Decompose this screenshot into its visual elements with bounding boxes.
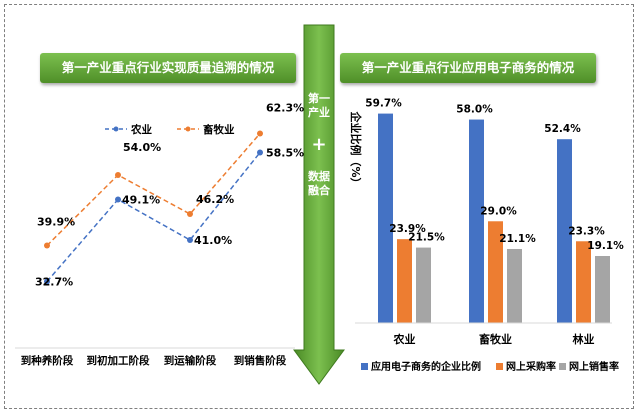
plus-sign: + (311, 134, 327, 155)
center-text-data-fusion: 数据融合 (308, 170, 330, 197)
data-label-s2-2: 54.0% (123, 141, 161, 154)
legend-marker-1 (113, 126, 119, 132)
x-tick-label-3: 林业 (573, 332, 595, 346)
y-axis-title: 企业比例（%） (349, 110, 363, 188)
data-point-s1-1 (44, 278, 50, 285)
data-point-s2-3 (187, 211, 193, 217)
bar-2-3 (576, 241, 591, 323)
bar-1-1 (378, 113, 393, 324)
data-label-s1-4: 58.5% (266, 147, 304, 160)
data-label-s2-1: 39.9% (37, 216, 75, 229)
legend-label-2: 畜牧业 (203, 123, 235, 136)
bar-label-2-2: 29.0% (480, 205, 517, 217)
data-point-s2-4 (257, 130, 263, 137)
data-point-s1-3 (187, 237, 193, 243)
x-tick-label-4: 到销售阶段 (234, 354, 287, 367)
legend-swatch-1 (361, 363, 368, 370)
bar-label-3-1: 21.5% (408, 232, 445, 244)
bar-label-2-1: 23.9% (389, 223, 426, 235)
data-point-s1-2 (115, 196, 121, 203)
bar-3-3 (595, 256, 610, 323)
bar-label-1-2: 58.0% (456, 104, 493, 116)
x-tick-label-3: 到运输阶段 (164, 354, 217, 367)
legend-label-1: 农业 (130, 123, 152, 136)
x-tick-label-2: 到初加工阶段 (87, 354, 150, 367)
x-tick-label-1: 到种养阶段 (21, 354, 74, 367)
bar-label-3-2: 21.1% (499, 233, 536, 245)
center-text-first-industry: 第一产业 (308, 92, 330, 119)
bar-2-1 (397, 239, 412, 323)
legend-label-1: 应用电子商务的企业比例 (371, 360, 481, 373)
legend-label-2: 网上采购率 (506, 360, 556, 373)
bar-label-2-3: 23.3% (568, 225, 605, 237)
bar-3-2 (507, 248, 522, 323)
bar-label-3-3: 19.1% (587, 240, 624, 252)
data-point-s2-1 (44, 242, 50, 249)
right-panel-title: 第一产业重点行业应用电子商务的情况 (340, 53, 596, 83)
legend-swatch-2 (496, 363, 503, 370)
x-tick-label-2: 畜牧业 (479, 332, 512, 346)
legend-swatch-3 (559, 363, 566, 370)
data-label-s2-4: 62.3% (266, 102, 304, 115)
bar-label-1-1: 59.7% (365, 98, 402, 110)
data-label-s2-3: 46.2% (196, 193, 234, 206)
data-label-s1-3: 41.0% (194, 234, 232, 247)
dashed-frame (4, 4, 634, 409)
bar-1-2 (469, 119, 484, 323)
left-panel-title: 第一产业重点行业实现质量追溯的情况 (40, 53, 296, 83)
bar-3-1 (416, 247, 431, 323)
data-point-s2-2 (115, 172, 121, 178)
x-tick-label-1: 农业 (393, 332, 416, 346)
data-point-s1-4 (257, 149, 263, 156)
data-label-s1-1: 32.7% (35, 276, 73, 289)
series-line-2 (46, 133, 261, 247)
bar-1-3 (557, 139, 572, 323)
bar-2-2 (488, 221, 503, 323)
data-label-s1-2: 49.1% (122, 194, 160, 207)
line-chart: 农业 畜牧业 32.7% 49.1% 41.0% 58.5% 39.9% 54.0% 46.2%… (15, 102, 304, 367)
bar-label-1-3: 52.4% (544, 123, 581, 135)
legend-label-3: 网上销售率 (569, 360, 619, 373)
legend-marker-2 (185, 126, 191, 132)
